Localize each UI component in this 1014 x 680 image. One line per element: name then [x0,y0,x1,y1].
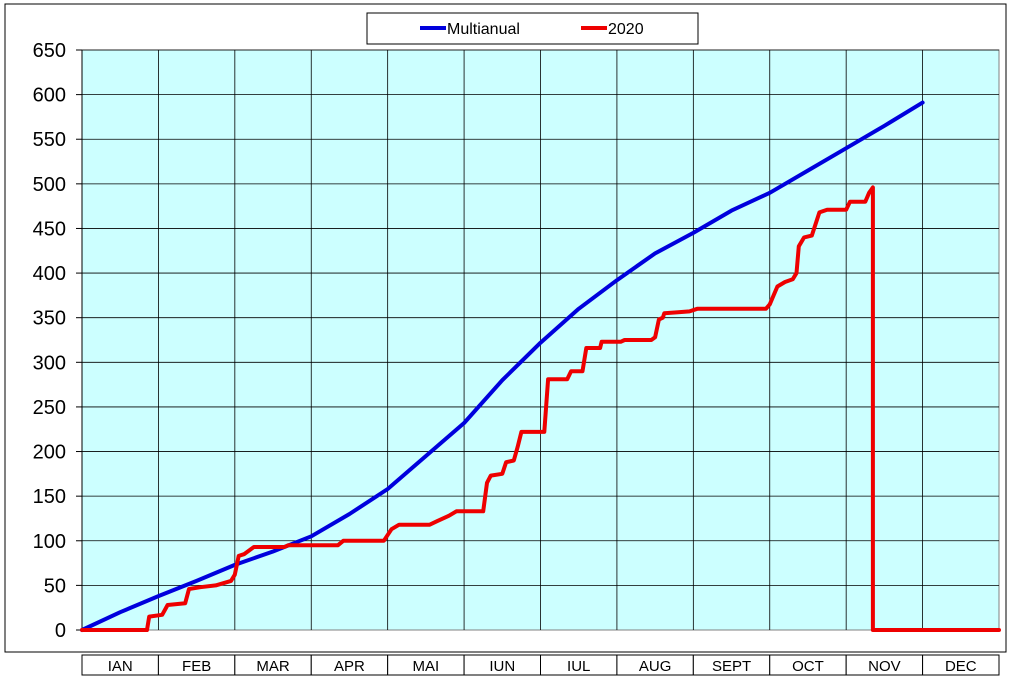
month-label-mar: MAR [256,658,290,675]
month-label-feb: FEB [182,658,211,675]
y-tick-label-550: 550 [33,129,66,151]
y-tick-label-100: 100 [33,531,66,553]
month-label-mai: MAI [413,658,440,675]
series-lines [80,100,1001,632]
y-tick-label-350: 350 [33,308,66,330]
y-tick-label-450: 450 [33,218,66,240]
legend-box [366,12,699,45]
month-label-iun: IUN [489,658,515,675]
series-line-0 [80,100,925,632]
month-axis: IAN FEB MAR APR MAI IUN IUL AUG SEPT OCT NOV DEC [81,654,1000,676]
month-label-dec: DEC [945,658,977,675]
series-line-1 [80,185,1001,632]
y-tick-label-650: 650 [33,40,66,62]
month-label-sept: SEPT [712,658,751,675]
legend-label-multianual: Multianual [447,21,520,38]
month-label-nov: NOV [868,658,901,675]
grid [76,49,999,631]
y-tick-label-50: 50 [44,575,66,597]
month-cell-dec [922,654,1000,676]
legend-label-2020: 2020 [608,21,644,38]
y-tick-label-250: 250 [33,397,66,419]
y-tick-label-200: 200 [33,442,66,464]
y-tick-label-500: 500 [33,174,66,196]
month-label-iul: IUL [567,658,590,675]
y-tick-label-300: 300 [33,352,66,374]
month-label-oct: OCT [792,658,824,675]
y-tick-label-600: 600 [33,85,66,107]
month-label-ian: IAN [108,658,133,675]
y-axis-tick-labels: 0 50 100 150 200 250 300 350 400 450 500 550 600 650 [33,40,66,642]
y-tick-label-150: 150 [33,486,66,508]
y-tick-label-0: 0 [55,620,66,642]
y-tick-label-400: 400 [33,263,66,285]
legend: Multianual 2020 [366,12,699,45]
month-label-apr: APR [334,658,365,675]
month-label-aug: AUG [639,658,672,675]
